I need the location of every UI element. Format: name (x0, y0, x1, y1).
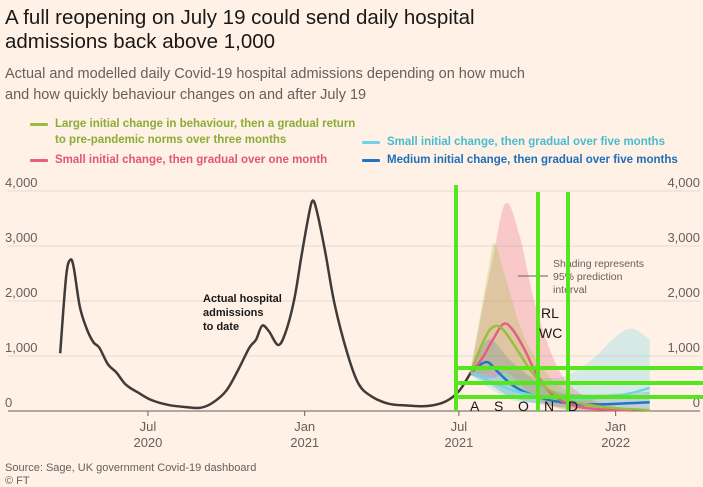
prediction-band (470, 202, 602, 411)
x-tick-label-year: 2021 (290, 435, 319, 450)
y-tick-label-left: 0 (5, 395, 12, 410)
legend-item-small-one-month: Small initial change, then gradual over … (30, 152, 360, 168)
overlay-label-wc: WC (539, 325, 562, 341)
y-tick-label-right: 4,000 (667, 175, 700, 190)
prediction-bands (470, 202, 650, 411)
y-tick-label-left: 2,000 (5, 285, 38, 300)
y-tick-label-right: 1,000 (667, 340, 700, 355)
legend-label: Small initial change, then gradual over … (387, 136, 665, 148)
axis-ticks: 0 0 1,000 1,000 2,000 2,000 3,000 3,000 4,000 4,0… (5, 175, 700, 450)
legend-item-large-change: Large initial change in behaviour, then … (30, 116, 360, 148)
overlay-letter-a: A (470, 398, 480, 414)
legend-item-small-five-months: Small initial change, then gradual over … (362, 134, 692, 150)
legend-item-medium-five-months: Medium initial change, then gradual over… (362, 152, 692, 168)
copyright-note: © FT (5, 475, 30, 487)
overlay-letter-o: O (518, 398, 529, 414)
annotation-shading-line-1: Shading represents (553, 258, 644, 270)
x-tick-label-year: 2022 (601, 435, 630, 450)
actual-admissions-line (58, 199, 472, 410)
chart-title: A full reopening on July 19 could send d… (5, 6, 475, 53)
y-tick-label-left: 3,000 (5, 230, 38, 245)
scenario-line (469, 322, 632, 412)
y-tick-label-left: 4,000 (5, 175, 38, 190)
scenario-line (469, 324, 650, 412)
legend-label: Small initial change, then gradual over … (55, 154, 328, 166)
x-tick-label-year: 2020 (133, 435, 162, 450)
x-tick-label-month: Jul (140, 419, 157, 434)
annotation-shading-line-2: 95% prediction (553, 271, 623, 283)
x-tick-label-year: 2021 (444, 435, 473, 450)
legend-label: Medium initial change, then gradual over… (387, 154, 678, 166)
y-tick-label-right: 3,000 (667, 230, 700, 245)
x-tick-label-month: Jul (451, 419, 468, 434)
overlay-letter-s: S (494, 398, 503, 414)
y-tick-label-left: 1,000 (5, 340, 38, 355)
overlay-letter-d: D (568, 398, 578, 414)
x-tick-label-month: Jan (294, 419, 315, 434)
overlay-label-rl: RL (541, 305, 559, 321)
gridlines (8, 190, 700, 412)
legend-label: Large initial change in behaviour, then … (55, 118, 356, 146)
y-tick-label-right: 0 (693, 395, 700, 410)
x-tick-label-month: Jan (605, 419, 626, 434)
legend-swatch (30, 123, 48, 126)
annotation-actual-line-3: to date (203, 321, 239, 333)
annotation-actual-line-1: Actual hospital (203, 293, 282, 305)
legend-swatch (362, 141, 380, 144)
source-note: Source: Sage, UK government Covid-19 das… (5, 462, 257, 474)
legend-swatch (30, 159, 48, 162)
overlay-letter-n: N (544, 398, 554, 414)
green-overlay (454, 185, 703, 411)
chart-subtitle: Actual and modelled daily Covid-19 hospi… (5, 66, 525, 103)
legend-swatch (362, 159, 380, 162)
annotation-actual-line-2: admissions (203, 307, 264, 319)
y-tick-label-right: 2,000 (667, 285, 700, 300)
